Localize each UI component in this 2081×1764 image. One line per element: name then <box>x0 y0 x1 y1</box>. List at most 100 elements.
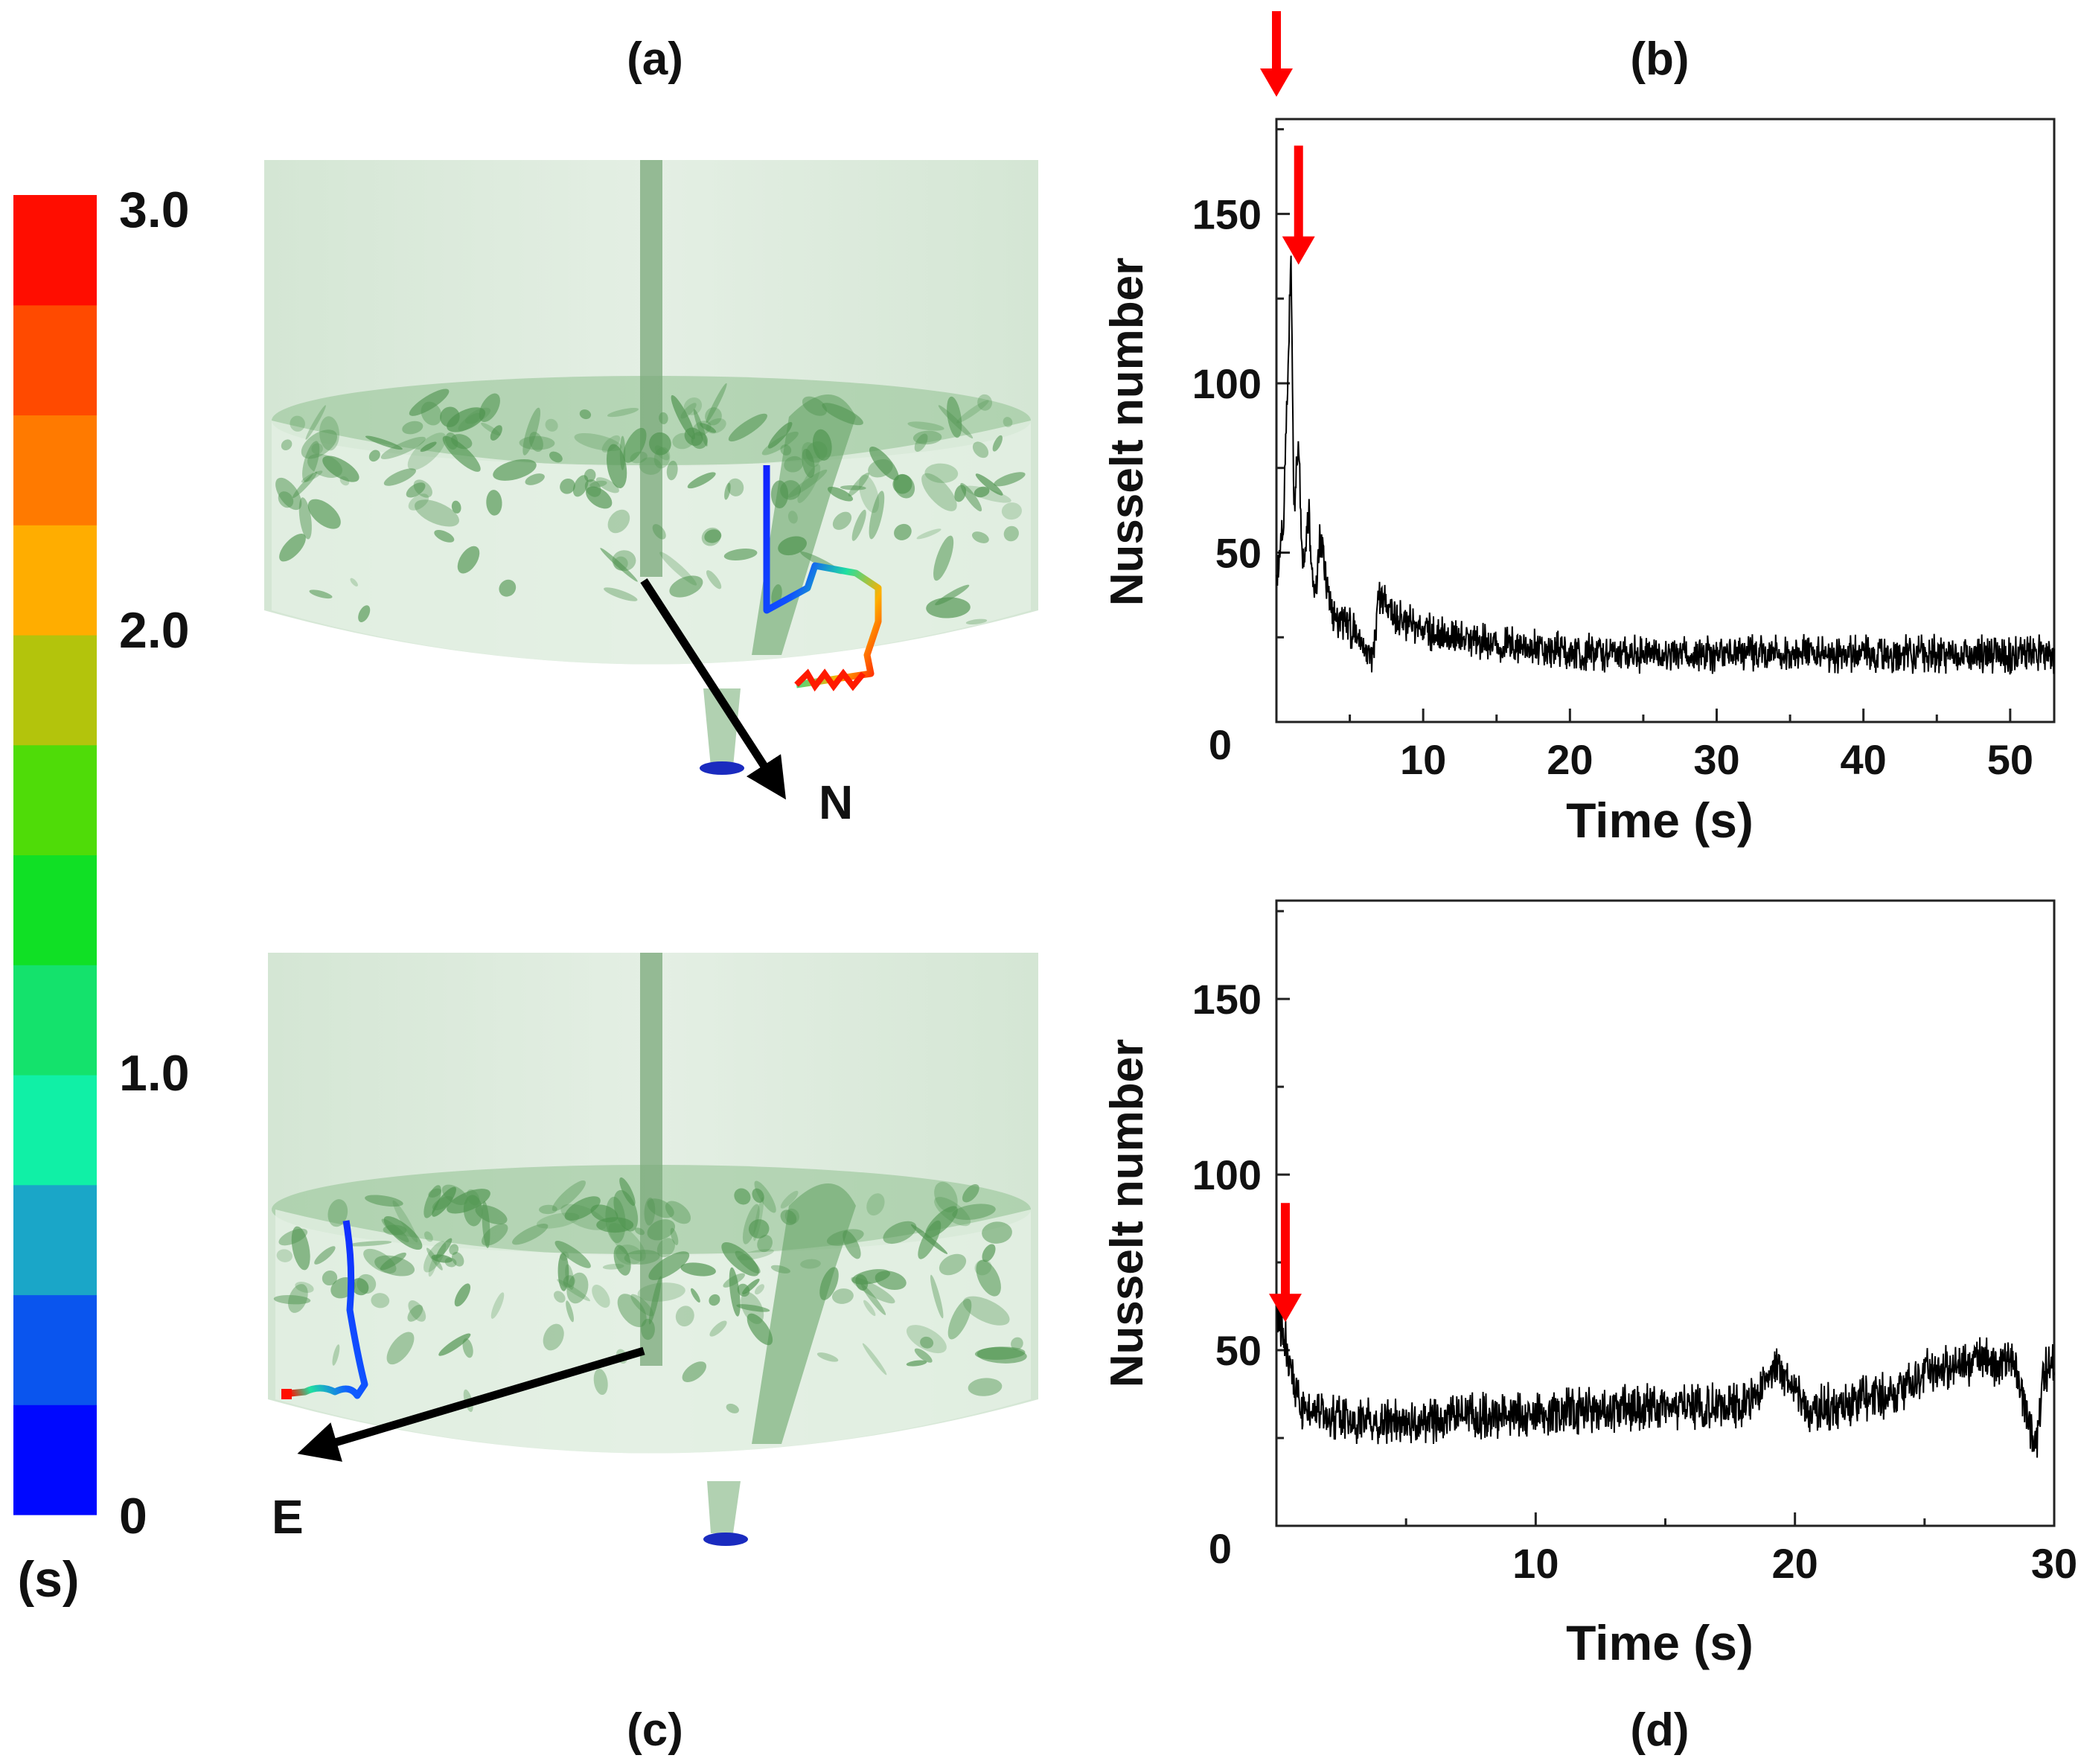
fluid-blob <box>423 1231 433 1242</box>
fluid-blob <box>612 550 636 572</box>
fluid-blob <box>563 1275 575 1288</box>
fluid-blob <box>924 463 959 483</box>
fluid-blob <box>586 486 613 509</box>
fluid-blob <box>906 1360 927 1367</box>
y-tick-label: 0 <box>1209 1525 1232 1572</box>
colorbar-segment <box>13 195 97 306</box>
fluid-blob <box>423 1185 441 1218</box>
y-tick-label: 50 <box>1215 1327 1262 1374</box>
x-tick-label: 50 <box>1987 736 2033 783</box>
fluid-blob <box>415 499 459 527</box>
fluid-blob <box>604 587 638 601</box>
colorbar-segment <box>13 965 97 1076</box>
fluid-blob <box>859 474 880 514</box>
fluid-blob <box>649 432 671 456</box>
y-tick-label: 100 <box>1192 1151 1262 1198</box>
fluid-blob <box>290 415 305 432</box>
fluid-blob <box>770 1265 790 1274</box>
fluid-blob <box>727 478 744 496</box>
fluid-blob <box>475 1204 508 1225</box>
fluid-blob <box>365 435 403 450</box>
fluid-blob <box>305 405 326 440</box>
fluid-blob <box>309 589 333 599</box>
fluid-blob <box>894 523 912 540</box>
fluid-blob <box>481 422 501 436</box>
trajectory-end-c <box>281 1389 292 1399</box>
fluid-blob <box>499 579 517 597</box>
fluid-blob <box>1003 417 1013 427</box>
fluid-blob <box>920 1336 934 1349</box>
fluid-blob <box>977 394 993 411</box>
x-tick-label: 10 <box>1400 736 1446 783</box>
fluid-blob <box>962 1296 1010 1326</box>
fluid-blob <box>832 511 852 530</box>
panel-label-a: (a) <box>627 33 683 85</box>
fluid-blob <box>868 458 893 478</box>
fluid-blob <box>444 1257 457 1268</box>
fluid-blob <box>566 1272 589 1304</box>
fluid-blob <box>723 548 758 561</box>
fluid-blob <box>914 433 928 452</box>
fluid-blob <box>630 1294 654 1317</box>
fluid-blob <box>293 471 318 499</box>
y-axis-label: Nusselt number <box>1102 258 1153 607</box>
east-label: E <box>272 1490 304 1544</box>
fluid-blob <box>426 1247 443 1271</box>
fluid-blob <box>752 1188 764 1204</box>
fluid-blob <box>736 1304 770 1312</box>
fluid-blob <box>921 473 957 511</box>
fluid-blob <box>947 396 962 438</box>
fluid-blob <box>447 407 486 432</box>
fluid-blob <box>826 1229 864 1246</box>
fluid-blob <box>797 464 821 503</box>
fluid-blob <box>1011 1337 1023 1350</box>
tank-illustration-a: N <box>264 160 1038 829</box>
fluid-blob <box>539 1204 557 1215</box>
fluid-blob <box>802 448 815 478</box>
fluid-blob <box>883 1221 917 1244</box>
fluid-blob <box>851 1269 891 1285</box>
fluid-blob <box>831 1288 854 1304</box>
fluid-blob <box>926 597 971 619</box>
fluid-blob <box>780 1190 799 1209</box>
fluid-blob <box>608 1223 646 1262</box>
fluid-blob <box>307 499 341 529</box>
fluid-blob <box>910 1224 948 1254</box>
fluid-blob <box>691 432 708 450</box>
fluid-blob <box>975 473 1003 496</box>
fluid-blob <box>700 423 717 433</box>
fluid-blob <box>939 1253 967 1276</box>
fluid-blob <box>589 480 607 488</box>
fluid-blob <box>721 1241 759 1276</box>
fluid-blob <box>590 1204 618 1223</box>
fluid-blob <box>976 1346 1027 1364</box>
fluid-blob <box>933 535 954 581</box>
fluid-blob <box>965 619 988 625</box>
tank-illustration-c: E <box>268 953 1038 1546</box>
fluid-blob <box>869 490 885 540</box>
fluid-blob <box>665 1201 691 1224</box>
fluid-blob <box>747 1313 773 1346</box>
fluid-blob <box>914 1348 933 1363</box>
fluid-blob <box>332 1344 340 1366</box>
fluid-blob <box>442 435 481 472</box>
fluid-blob <box>924 1206 958 1239</box>
fluid-blob <box>706 570 722 589</box>
fluid-blob <box>420 441 437 453</box>
fluid-blob <box>687 472 716 489</box>
fluid-blob <box>822 403 863 426</box>
fluid-blob <box>623 427 647 463</box>
y-tick-label: 50 <box>1215 529 1262 576</box>
fluid-blob <box>704 529 722 543</box>
fluid-blob <box>780 444 792 456</box>
fluid-blob <box>616 1244 642 1265</box>
colorbar-segment <box>13 744 97 856</box>
fluid-blob <box>276 1249 293 1262</box>
fluid-blob <box>528 432 543 453</box>
plot-frame <box>1275 899 2056 1527</box>
fluid-blob <box>553 1291 566 1303</box>
fluid-blob <box>669 575 703 598</box>
colorbar-segment <box>13 1075 97 1186</box>
fluid-blob <box>706 383 727 424</box>
fluid-blob <box>486 490 502 516</box>
